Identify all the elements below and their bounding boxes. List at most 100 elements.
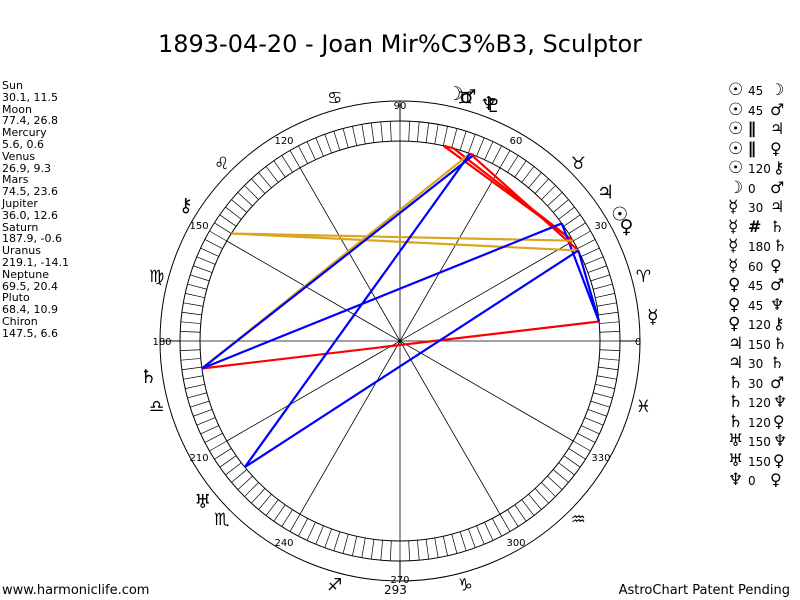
planet-glyph: ♃ <box>597 182 614 204</box>
aspect-angle: 120 <box>748 396 771 410</box>
aspect-row: ☉ ∥ ♀ <box>728 139 787 159</box>
degree-tick <box>324 134 332 154</box>
aspect-line <box>243 153 471 468</box>
planet-glyph: ☽ <box>447 83 464 105</box>
degree-tick <box>214 448 232 460</box>
degree-tick <box>180 331 201 333</box>
aspect-planet-1: ♄ <box>728 392 744 412</box>
aspect-angle: 45 <box>748 298 764 313</box>
aspect-table: ☉ 45 ☽ ☉ 45 ♂ ☉ ∥ ♃ ☉ ∥ ♀ ☉ 120 ⚷ ☽ 0 ♂ ☿ 30 ♃ ☿ # ♄ ☿ 180 ♄ ☿ 60 ♀ ♀ 4… <box>728 80 787 490</box>
degree-tick <box>204 433 223 443</box>
footer-number: 293 <box>384 583 407 597</box>
degree-tick <box>587 265 607 273</box>
degree-tick <box>476 137 485 157</box>
degree-tick <box>425 122 430 143</box>
aspect-row: ☿ 60 ♀ <box>728 256 787 276</box>
degree-tick <box>581 425 600 435</box>
aspect-angle: 120 <box>748 415 771 430</box>
aspect-row: ☿ 30 ♃ <box>728 197 787 217</box>
aspect-angle: 120 <box>748 318 771 332</box>
degree-tick <box>200 425 219 435</box>
degree-tick <box>324 528 332 548</box>
degree-tick <box>534 488 549 504</box>
degree-tick <box>499 514 511 532</box>
degree-tick <box>434 124 439 145</box>
degree-tick <box>558 462 575 476</box>
aspect-planet-2: ♄ <box>772 236 788 255</box>
aspect-row: ♀ 45 ♆ <box>728 295 787 315</box>
degree-tick <box>361 124 366 145</box>
degree-tick <box>599 321 620 324</box>
degree-tick <box>352 536 358 556</box>
planet-glyph: ♅ <box>194 491 211 513</box>
degree-tick <box>459 131 467 151</box>
aspect-planet-1: ☽ <box>728 177 744 198</box>
aspect-planet-2: ♀ <box>770 470 782 489</box>
aspect-line <box>201 320 600 370</box>
degree-tick <box>342 534 349 554</box>
planet-name: Mercury <box>2 126 47 140</box>
aspect-planet-1: ♅ <box>728 450 744 471</box>
degree-tick <box>547 192 563 207</box>
aspect-line <box>231 232 574 242</box>
degree-tick <box>237 475 253 490</box>
aspect-angle: 150 <box>748 435 771 449</box>
degree-tick <box>181 366 202 371</box>
degree-tick <box>552 199 569 213</box>
aspect-row: ♀ 45 ♂ <box>728 275 787 295</box>
degree-tick <box>451 534 458 554</box>
aspect-line <box>560 223 601 322</box>
aspect-planet-1: ☿ <box>728 255 739 276</box>
degree-label: 240 <box>274 538 293 549</box>
zodiac-sign-glyph: ♌ <box>214 154 229 174</box>
degree-tick <box>193 409 213 417</box>
aspect-angle: 60 <box>748 259 764 274</box>
planet-name: Neptune <box>2 267 50 281</box>
degree-tick <box>219 214 237 227</box>
degree-tick <box>514 504 527 522</box>
planet-coords: 36.0, 12.6 <box>2 208 58 222</box>
aspect-angle: 150 <box>748 337 771 352</box>
aspect-row: ☽ 0 ♂ <box>728 178 787 198</box>
degree-label: 210 <box>190 453 209 464</box>
aspect-line <box>201 222 563 370</box>
planet-name: Uranus <box>2 244 41 258</box>
aspect-row: ♄ 30 ♂ <box>728 373 787 393</box>
planet-coords: 30.1, 11.5 <box>2 90 58 104</box>
degree-tick <box>190 400 210 408</box>
degree-tick <box>563 455 581 468</box>
aspect-angle: 45 <box>748 103 764 118</box>
zodiac-sign-glyph: ♓ <box>636 397 651 417</box>
aspect-planet-2: ♄ <box>772 333 788 353</box>
degree-label: 90 <box>394 101 407 112</box>
degree-tick <box>352 126 358 146</box>
degree-tick <box>200 247 219 257</box>
planet-coords: 187.9, -0.6 <box>2 232 62 246</box>
degree-tick <box>593 283 613 290</box>
degree-tick <box>190 274 210 282</box>
planet-name: Moon <box>2 102 32 116</box>
degree-tick <box>380 540 383 561</box>
degree-tick <box>552 469 569 483</box>
degree-tick <box>593 392 613 399</box>
degree-label: 120 <box>274 136 293 147</box>
aspect-planet-2: ♂ <box>770 275 785 294</box>
planet-glyph: ♀ <box>620 216 634 238</box>
aspect-planet-1: ♀ <box>728 294 741 315</box>
degree-tick <box>180 321 201 324</box>
aspect-planet-2: ♄ <box>770 216 785 236</box>
aspect-planet-2: ♂ <box>770 372 785 392</box>
planet-name: Saturn <box>2 220 39 234</box>
site-url: www.harmoniclife.com <box>2 583 150 598</box>
degree-tick <box>442 126 448 146</box>
degree-label: 30 <box>595 221 608 232</box>
degree-tick <box>180 349 201 351</box>
degree-tick <box>596 302 617 307</box>
degree-tick <box>599 331 620 333</box>
aspect-angle: 45 <box>748 84 764 98</box>
degree-tick <box>568 448 586 460</box>
degree-tick <box>258 172 272 189</box>
zodiac-sign-glyph: ♋ <box>327 89 342 109</box>
degree-tick <box>380 121 383 142</box>
degree-tick <box>434 537 439 558</box>
